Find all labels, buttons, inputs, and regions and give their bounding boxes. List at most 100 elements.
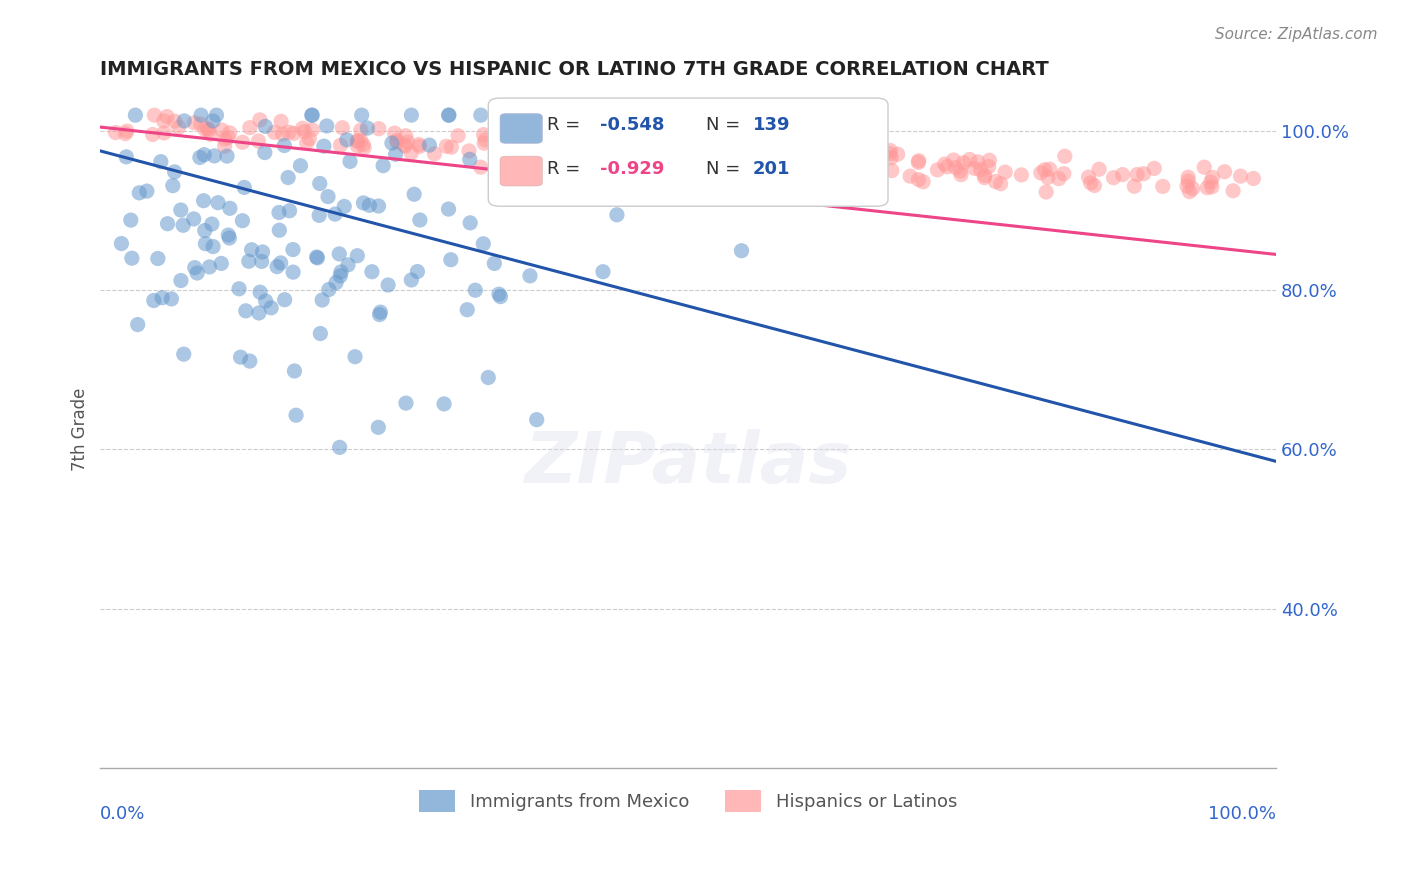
Point xyxy=(669,140,692,154)
Point xyxy=(184,260,207,275)
Point xyxy=(247,306,270,320)
Point xyxy=(797,156,820,170)
Point xyxy=(152,114,174,128)
Point xyxy=(458,144,481,158)
Point xyxy=(408,137,430,152)
Point xyxy=(1047,171,1070,186)
Point xyxy=(630,149,652,163)
Point xyxy=(669,152,692,166)
Point xyxy=(748,137,770,152)
Point xyxy=(339,154,361,169)
Point xyxy=(301,108,323,122)
Point xyxy=(120,213,142,227)
Point xyxy=(194,223,217,237)
Point xyxy=(219,202,242,216)
Point xyxy=(1083,178,1105,193)
Point xyxy=(188,151,211,165)
Point xyxy=(898,169,921,184)
Point xyxy=(1197,180,1219,194)
Text: ZIPatlas: ZIPatlas xyxy=(524,429,852,498)
Point xyxy=(786,141,808,155)
Point xyxy=(470,108,492,122)
Point xyxy=(949,164,972,178)
Point xyxy=(350,108,373,122)
Point xyxy=(270,114,292,128)
Point xyxy=(115,150,138,164)
Point xyxy=(973,169,995,183)
Point xyxy=(1035,185,1057,199)
Point xyxy=(792,150,814,164)
Point xyxy=(193,147,215,161)
Point xyxy=(936,160,959,174)
Point xyxy=(1213,165,1236,179)
Point xyxy=(990,177,1012,191)
Point xyxy=(346,249,368,263)
Point xyxy=(273,138,295,153)
Point xyxy=(1177,170,1199,185)
Point xyxy=(163,165,186,179)
Point xyxy=(509,137,531,152)
Point xyxy=(994,165,1017,179)
Point xyxy=(560,151,582,165)
Point xyxy=(440,140,463,154)
Point xyxy=(1053,167,1076,181)
Point xyxy=(254,120,277,134)
Text: R =: R = xyxy=(547,116,586,134)
Point xyxy=(952,155,974,169)
Point xyxy=(578,141,600,155)
Point xyxy=(231,213,253,227)
Point xyxy=(370,305,392,319)
Point xyxy=(346,134,368,148)
Point xyxy=(333,199,356,213)
Point xyxy=(437,202,460,216)
Point xyxy=(385,135,408,149)
Point xyxy=(183,211,205,226)
Point xyxy=(172,219,194,233)
Point xyxy=(540,136,562,151)
Point xyxy=(353,141,375,155)
Point xyxy=(488,287,510,301)
Point xyxy=(641,149,664,163)
Point xyxy=(440,252,463,267)
Point xyxy=(250,254,273,268)
Point xyxy=(295,136,318,150)
Text: 100.0%: 100.0% xyxy=(1208,805,1277,823)
FancyBboxPatch shape xyxy=(501,113,543,144)
Point xyxy=(763,156,786,170)
Point xyxy=(156,110,179,124)
Point xyxy=(200,127,222,141)
Point xyxy=(823,144,845,158)
Point xyxy=(283,364,305,378)
Point xyxy=(934,157,956,171)
Point xyxy=(409,213,432,227)
Point xyxy=(211,123,233,137)
Point xyxy=(1222,184,1244,198)
Point xyxy=(801,152,824,166)
Point xyxy=(205,108,228,122)
Point xyxy=(818,152,841,166)
Point xyxy=(229,350,252,364)
Point xyxy=(907,155,929,169)
Point xyxy=(394,139,416,153)
Point xyxy=(662,150,685,164)
Point xyxy=(596,136,619,151)
Point xyxy=(959,153,981,167)
Point xyxy=(571,155,593,169)
Point xyxy=(270,256,292,270)
Point xyxy=(190,108,212,122)
Point xyxy=(281,243,304,257)
Point xyxy=(1181,181,1204,195)
Text: IMMIGRANTS FROM MEXICO VS HISPANIC OR LATINO 7TH GRADE CORRELATION CHART: IMMIGRANTS FROM MEXICO VS HISPANIC OR LA… xyxy=(100,60,1049,78)
Point xyxy=(785,142,807,156)
Point xyxy=(1143,161,1166,176)
Point xyxy=(792,164,814,178)
Point xyxy=(945,161,967,175)
Point xyxy=(593,150,616,164)
Point xyxy=(533,136,555,151)
Text: Source: ZipAtlas.com: Source: ZipAtlas.com xyxy=(1215,27,1378,42)
Point xyxy=(437,108,460,122)
Point xyxy=(1111,168,1133,182)
Point xyxy=(849,159,872,173)
Point xyxy=(260,301,283,315)
Point xyxy=(489,127,512,141)
